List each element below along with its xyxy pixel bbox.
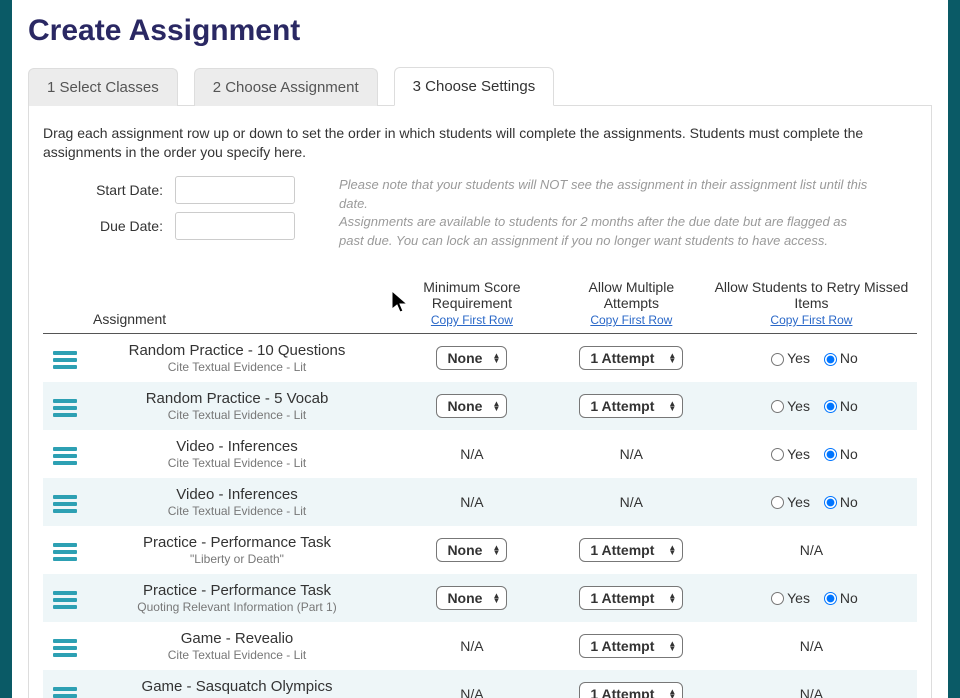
- tab-step-2[interactable]: 2 Choose Assignment: [194, 68, 378, 106]
- table-row[interactable]: Game - Sasquatch Olympics Cite Textual E…: [43, 670, 917, 698]
- drag-handle-icon[interactable]: [51, 443, 79, 469]
- retry-radio-group: Yes No: [763, 590, 860, 606]
- table-row[interactable]: Random Practice - 10 Questions Cite Text…: [43, 334, 917, 382]
- retry-yes-radio[interactable]: [771, 400, 784, 413]
- assignment-title: Game - Revealio: [95, 630, 379, 647]
- retry-radio-group: Yes No: [763, 494, 860, 510]
- assignment-title: Game - Sasquatch Olympics: [95, 678, 379, 695]
- dropdown[interactable]: 1 Attempt▲▼: [579, 634, 683, 658]
- dropdown[interactable]: 1 Attempt▲▼: [579, 394, 683, 418]
- retry-radio-group: Yes No: [763, 350, 860, 366]
- assignment-title: Practice - Performance Task: [95, 582, 379, 599]
- table-row[interactable]: Random Practice - 5 Vocab Cite Textual E…: [43, 382, 917, 430]
- assignment-title: Video - Inferences: [95, 438, 379, 455]
- retry-no-radio[interactable]: [824, 400, 837, 413]
- drag-handle-icon[interactable]: [51, 539, 79, 565]
- retry-no-radio[interactable]: [824, 496, 837, 509]
- assignment-title: Random Practice - 10 Questions: [95, 342, 379, 359]
- column-min-score: Minimum Score Requirement Copy First Row: [387, 275, 557, 334]
- assignments-tbody: Random Practice - 10 Questions Cite Text…: [43, 334, 917, 698]
- attempts-na: N/A: [620, 494, 643, 510]
- table-row[interactable]: Video - Inferences Cite Textual Evidence…: [43, 478, 917, 526]
- retry-yes-radio[interactable]: [771, 448, 784, 461]
- retry-na: N/A: [800, 686, 823, 698]
- table-row[interactable]: Practice - Performance Task Quoting Rele…: [43, 574, 917, 622]
- dropdown[interactable]: None▲▼: [436, 586, 507, 610]
- copy-first-row-min-score[interactable]: Copy First Row: [395, 313, 549, 327]
- retry-radio-group: Yes No: [763, 446, 860, 462]
- assignment-subtitle: "Liberty or Death": [95, 552, 379, 566]
- drag-handle-icon[interactable]: [51, 635, 79, 661]
- retry-yes-radio[interactable]: [771, 592, 784, 605]
- min-score-na: N/A: [460, 686, 483, 698]
- assignment-subtitle: Cite Textual Evidence - Lit: [95, 456, 379, 470]
- column-attempts: Allow Multiple Attempts Copy First Row: [557, 275, 706, 334]
- settings-panel: Drag each assignment row up or down to s…: [28, 106, 932, 698]
- assignment-title: Random Practice - 5 Vocab: [95, 390, 379, 407]
- due-date-input[interactable]: [175, 212, 295, 240]
- drag-handle-icon[interactable]: [51, 347, 79, 373]
- assignment-subtitle: Cite Textual Evidence - Lit: [95, 360, 379, 374]
- table-row[interactable]: Video - Inferences Cite Textual Evidence…: [43, 430, 917, 478]
- dropdown[interactable]: None▲▼: [436, 394, 507, 418]
- drag-handle-icon[interactable]: [51, 587, 79, 613]
- start-date-label: Start Date:: [43, 182, 163, 198]
- min-score-na: N/A: [460, 494, 483, 510]
- dropdown[interactable]: 1 Attempt▲▼: [579, 586, 683, 610]
- dropdown[interactable]: 1 Attempt▲▼: [579, 538, 683, 562]
- assignment-title: Practice - Performance Task: [95, 534, 379, 551]
- assignment-subtitle: Cite Textual Evidence - Lit: [95, 648, 379, 662]
- assignment-subtitle: Quoting Relevant Information (Part 1): [95, 600, 379, 614]
- retry-na: N/A: [800, 542, 823, 558]
- tab-step-3[interactable]: 3 Choose Settings: [394, 67, 555, 106]
- due-date-label: Due Date:: [43, 218, 163, 234]
- assignments-table: Assignment Minimum Score Requirement Cop…: [43, 275, 917, 698]
- attempts-na: N/A: [620, 446, 643, 462]
- date-availability-note: Please note that your students will NOT …: [339, 176, 869, 251]
- table-row[interactable]: Game - Revealio Cite Textual Evidence - …: [43, 622, 917, 670]
- dropdown[interactable]: 1 Attempt▲▼: [579, 682, 683, 698]
- column-retry: Allow Students to Retry Missed Items Cop…: [706, 275, 917, 334]
- min-score-na: N/A: [460, 638, 483, 654]
- assignment-subtitle: Cite Textual Evidence - Lit: [95, 408, 379, 422]
- retry-no-radio[interactable]: [824, 448, 837, 461]
- retry-yes-radio[interactable]: [771, 496, 784, 509]
- retry-yes-radio[interactable]: [771, 353, 784, 366]
- retry-no-radio[interactable]: [824, 592, 837, 605]
- page-title: Create Assignment: [28, 14, 932, 48]
- wizard-tabs: 1 Select Classes 2 Choose Assignment 3 Cho…: [28, 66, 932, 106]
- drag-instructions: Drag each assignment row up or down to s…: [43, 124, 917, 162]
- assignment-title: Video - Inferences: [95, 486, 379, 503]
- tab-step-1[interactable]: 1 Select Classes: [28, 68, 178, 106]
- drag-handle-icon[interactable]: [51, 491, 79, 517]
- table-row[interactable]: Practice - Performance Task "Liberty or …: [43, 526, 917, 574]
- assignment-subtitle: Cite Textual Evidence - Lit: [95, 504, 379, 518]
- min-score-na: N/A: [460, 446, 483, 462]
- retry-radio-group: Yes No: [763, 398, 860, 414]
- retry-na: N/A: [800, 638, 823, 654]
- dropdown[interactable]: 1 Attempt▲▼: [579, 346, 683, 370]
- drag-handle-icon[interactable]: [51, 395, 79, 421]
- retry-no-radio[interactable]: [824, 353, 837, 366]
- dropdown[interactable]: None▲▼: [436, 538, 507, 562]
- start-date-input[interactable]: [175, 176, 295, 204]
- drag-handle-icon[interactable]: [51, 683, 79, 698]
- dropdown[interactable]: None▲▼: [436, 346, 507, 370]
- copy-first-row-attempts[interactable]: Copy First Row: [565, 313, 698, 327]
- copy-first-row-retry[interactable]: Copy First Row: [714, 313, 909, 327]
- column-assignment: Assignment: [43, 275, 387, 334]
